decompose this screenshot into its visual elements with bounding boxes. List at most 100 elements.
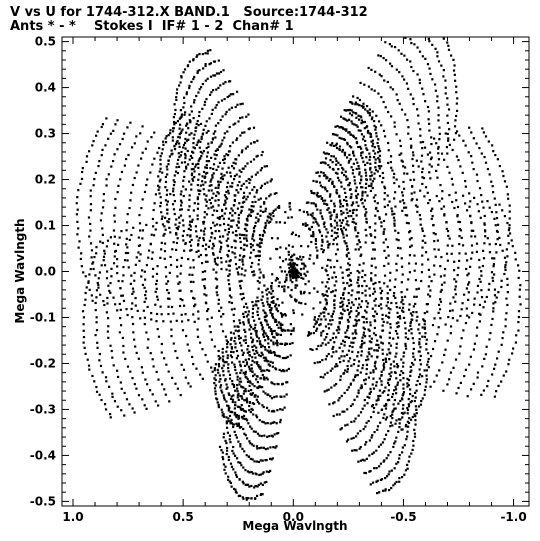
data-point [275,395,278,398]
data-point [169,231,172,234]
data-point [389,425,392,428]
data-point [429,177,432,180]
data-point [387,429,390,433]
data-point [143,190,147,194]
data-point [364,168,367,171]
data-point [469,355,472,358]
data-point [245,198,248,201]
data-point [99,293,102,296]
data-point [486,200,489,203]
data-point [393,285,396,289]
data-point [76,233,79,236]
data-point [344,335,347,338]
data-point [261,472,264,475]
data-point [442,158,446,161]
data-point [226,431,230,434]
data-point [437,119,440,122]
data-point [282,368,285,372]
data-point [379,287,382,290]
data-point [355,332,358,335]
data-point [457,159,460,162]
data-point [227,283,231,286]
data-point [442,205,446,208]
data-point [181,298,184,302]
data-point [112,364,115,367]
data-point [189,244,193,247]
data-point [200,155,203,158]
data-point [393,212,396,215]
data-point [202,183,205,186]
data-point [454,293,457,296]
data-point [270,339,273,342]
data-point [264,339,267,342]
data-point [254,221,257,224]
data-point [293,262,297,265]
data-point [394,407,397,410]
data-point [197,166,200,169]
data-point [338,346,341,349]
data-point [212,172,215,175]
data-point [321,217,324,220]
data-point [262,446,265,449]
data-point [459,314,462,318]
data-point [367,419,370,423]
data-point [504,266,507,269]
data-point [365,211,368,214]
data-point [145,331,148,334]
data-point [364,214,367,217]
data-point [359,371,362,374]
data-point [233,407,236,410]
data-point [273,329,276,333]
data-point [211,370,214,373]
data-point [346,177,349,180]
data-point [378,217,381,220]
data-point [406,412,409,415]
data-point [333,271,336,274]
data-point [476,326,479,329]
data-point [85,155,89,158]
data-point [188,240,192,244]
data-point [365,284,368,288]
data-point [377,92,380,95]
data-point [327,163,330,167]
data-point [231,411,234,414]
data-point [349,158,352,161]
data-point [250,443,254,446]
data-point [146,305,149,309]
data-point [452,296,455,299]
data-point [205,146,208,150]
data-point [341,276,344,279]
data-point [392,216,396,219]
data-point [180,190,183,193]
data-point [357,291,360,294]
data-point [223,136,226,139]
data-point [237,329,241,332]
data-point [232,445,235,449]
data-point [324,325,328,328]
data-point [490,180,493,183]
data-point [240,369,243,372]
data-point [435,142,438,145]
data-point [363,404,366,407]
data-point [261,386,264,389]
data-point [261,302,264,305]
data-point [433,340,437,343]
data-point [207,189,210,192]
data-point [281,356,284,360]
data-point [191,177,194,181]
data-point [496,223,500,226]
data-point [217,186,220,190]
data-point [336,232,339,235]
data-point [82,329,85,332]
data-point [109,236,112,239]
data-point [375,114,378,117]
data-point [229,185,232,188]
data-point [227,420,230,423]
data-point [476,203,479,206]
data-point [343,340,346,344]
data-point [217,302,220,305]
data-point [373,177,376,180]
data-point [326,240,329,243]
data-point [413,413,416,416]
data-point [343,391,346,395]
